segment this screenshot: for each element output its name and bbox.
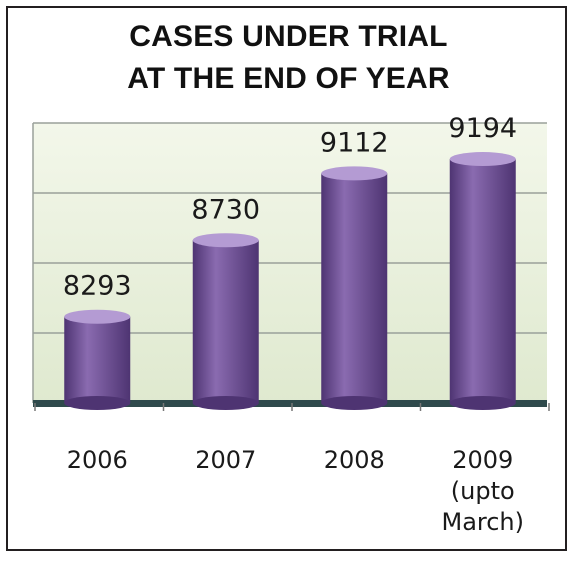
x-tick-label: 2006 <box>67 446 128 474</box>
x-tick-label-line: 2008 <box>324 446 385 474</box>
bar <box>449 159 516 403</box>
bar-top <box>321 166 388 181</box>
bar-base <box>192 396 259 410</box>
x-tick-label: 2008 <box>324 446 385 474</box>
bar-top <box>64 309 131 324</box>
x-tick-label-line: 2007 <box>195 446 256 474</box>
bar <box>321 173 388 403</box>
x-tick-label-line: (upto <box>451 477 515 505</box>
x-tick-label-line: 2009 <box>452 446 513 474</box>
chart-title: CASES UNDER TRIAL <box>129 20 448 53</box>
data-label: 8293 <box>63 271 132 302</box>
bar-top <box>192 233 259 248</box>
bar <box>64 316 131 403</box>
x-tick-label-line: March) <box>441 508 524 536</box>
data-label: 9194 <box>448 113 517 144</box>
chart-floor <box>33 400 547 407</box>
bar-base <box>449 396 516 410</box>
bar-base <box>321 396 388 410</box>
chart-subtitle: AT THE END OF YEAR <box>127 62 450 95</box>
bar <box>192 240 259 403</box>
bar-top <box>449 152 516 167</box>
x-tick-label: 2009 (upto March) <box>441 446 524 536</box>
bar-base <box>64 396 131 410</box>
x-tick-label-line: 2006 <box>67 446 128 474</box>
x-tick-label: 2007 <box>195 446 256 474</box>
data-label: 9112 <box>320 127 389 158</box>
data-label: 8730 <box>191 194 260 225</box>
